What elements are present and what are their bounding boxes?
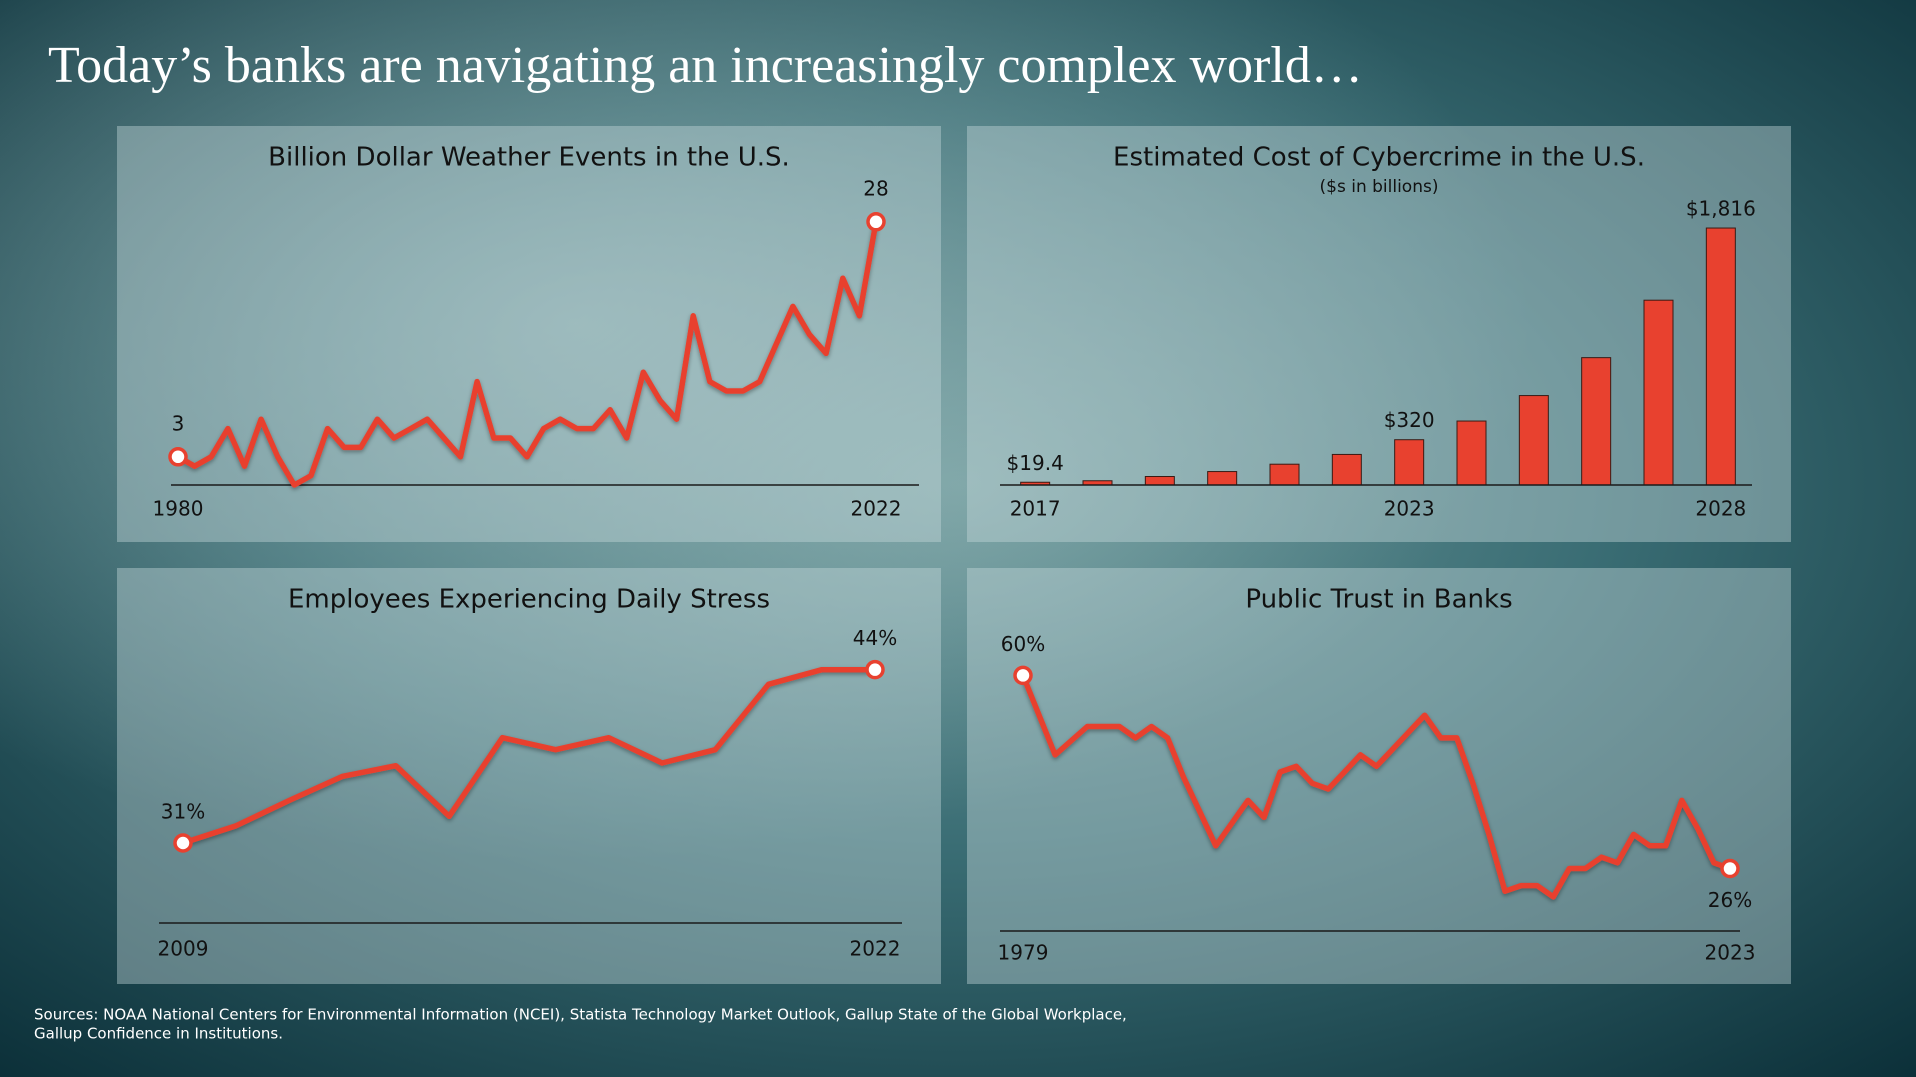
end-point: [168, 447, 188, 467]
chart-title: Public Trust in Banks: [1245, 585, 1512, 615]
chart-title: Estimated Cost of Cybercrime in the U.S.: [1113, 143, 1645, 173]
end-point: [865, 659, 885, 680]
bar: [1581, 357, 1612, 486]
end-point: [173, 833, 193, 853]
data-label: 26%: [1708, 888, 1752, 912]
sources: Gallup Confidence in Institutions.: [34, 1025, 283, 1043]
panel: [117, 568, 941, 984]
x-tick-label: 1980: [153, 497, 204, 521]
panel: [967, 568, 1791, 984]
x-tick-label: 2023: [1705, 941, 1756, 965]
chart-title: Employees Experiencing Daily Stress: [288, 585, 770, 615]
bar: [1518, 395, 1549, 486]
bar: [1207, 471, 1238, 486]
bar: [1705, 227, 1736, 486]
data-label: $19.4: [1007, 451, 1064, 475]
data-line: [1020, 672, 1733, 900]
data-label: $320: [1384, 408, 1435, 432]
chart-subtitle: ($s in billions): [1320, 177, 1439, 197]
bar: [1269, 463, 1300, 486]
bar: [1643, 299, 1674, 486]
bar: [1394, 439, 1425, 486]
x-tick-label: 1979: [998, 941, 1049, 965]
x-tick-label: 2022: [850, 937, 901, 961]
bar: [1331, 453, 1362, 486]
data-label: $1,816: [1686, 197, 1756, 221]
x-tick-label: 2023: [1384, 497, 1435, 521]
bar: [1144, 476, 1175, 486]
x-tick-label: 2028: [1695, 497, 1746, 521]
x-tick-label: 2009: [158, 937, 209, 961]
x-tick-label: 2022: [851, 497, 902, 521]
slide-title: Today’s banks are navigating an increasi…: [48, 37, 1363, 94]
data-label: 60%: [1001, 632, 1045, 656]
end-point: [866, 212, 886, 232]
data-label: 31%: [161, 800, 205, 824]
sources: Sources: NOAA National Centers for Envir…: [34, 1006, 1127, 1024]
data-line: [180, 666, 878, 846]
data-line: [175, 219, 879, 488]
bar: [1456, 420, 1487, 486]
data-label: 44%: [853, 626, 897, 650]
data-label: 28: [863, 176, 888, 200]
x-tick-label: 2017: [1010, 497, 1061, 521]
end-point: [1720, 858, 1740, 879]
panel: [117, 126, 941, 542]
end-point: [1013, 665, 1033, 686]
data-label: 3: [172, 411, 185, 435]
chart-title: Billion Dollar Weather Events in the U.S…: [268, 143, 790, 173]
